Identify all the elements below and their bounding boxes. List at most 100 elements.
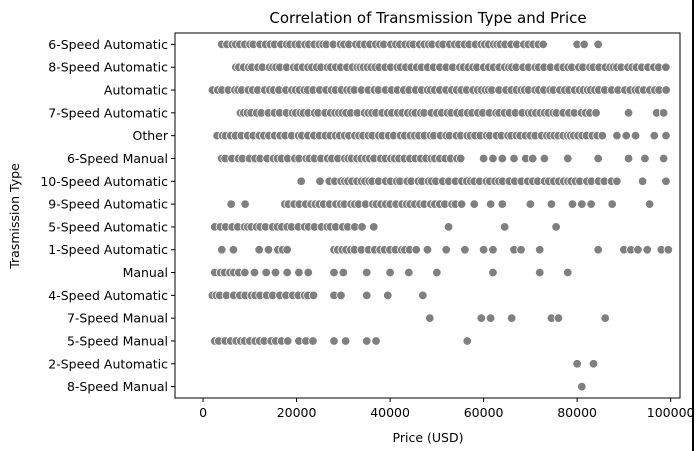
data-point [282, 267, 292, 278]
data-point [506, 313, 517, 323]
data-point [362, 267, 372, 278]
plot-frame [174, 32, 681, 399]
data-point [661, 176, 671, 186]
data-point [661, 85, 671, 95]
data-point [551, 222, 561, 232]
data-point [478, 245, 489, 255]
data-point [644, 199, 655, 209]
data-point [528, 153, 538, 164]
data-point [535, 245, 545, 255]
data-point [538, 39, 548, 50]
data-point [308, 336, 318, 346]
data-point [649, 130, 659, 141]
data-point [308, 290, 319, 301]
data-point [270, 267, 281, 278]
points-layer [207, 39, 674, 392]
data-point [456, 199, 467, 209]
data-point [633, 245, 643, 255]
data-point [478, 153, 489, 164]
y-tick-label: 7-Speed Manual [67, 311, 168, 326]
x-axis-title: Price (USD) [393, 430, 464, 445]
data-point [658, 153, 669, 164]
data-point [623, 108, 634, 118]
data-point [488, 153, 498, 164]
data-point [593, 39, 603, 50]
data-point [249, 267, 260, 278]
data-point [282, 245, 292, 255]
data-point [539, 153, 550, 164]
data-point [329, 336, 339, 346]
data-point [432, 267, 442, 278]
data-point [593, 153, 603, 164]
x-tick-label: 60000 [464, 405, 504, 420]
y-tick-label: 5-Speed Automatic [48, 219, 168, 234]
data-point [296, 176, 306, 186]
data-point [283, 336, 293, 346]
data-point [642, 245, 652, 255]
data-point [371, 336, 381, 346]
data-point [588, 359, 599, 369]
data-point [535, 267, 545, 278]
data-point [593, 245, 603, 255]
x-tick-label: 40000 [370, 405, 410, 420]
data-point [612, 176, 622, 186]
y-tick-label: 7-Speed Automatic [48, 105, 168, 120]
data-point [240, 199, 250, 209]
y-tick-label: 6-Speed Manual [67, 151, 168, 166]
data-point [362, 290, 372, 301]
data-point [443, 222, 454, 232]
window-edge [692, 0, 694, 451]
data-point [336, 290, 346, 301]
data-point [640, 153, 650, 164]
data-point [637, 176, 648, 186]
data-point [497, 153, 508, 164]
data-point [563, 267, 573, 278]
data-point [663, 245, 674, 255]
data-point [411, 245, 421, 255]
data-point [516, 245, 526, 255]
data-point [612, 130, 622, 141]
data-point [460, 245, 470, 255]
data-point [525, 199, 536, 209]
data-point [591, 108, 601, 118]
y-tick-label: Manual [123, 265, 168, 280]
x-tick-label: 80000 [557, 405, 597, 420]
data-point [294, 267, 304, 278]
data-point [422, 245, 433, 255]
data-point [658, 108, 669, 118]
data-point [567, 199, 578, 209]
data-point [217, 245, 227, 255]
y-tick-label: 1-Speed Automatic [48, 242, 168, 257]
data-point [369, 222, 379, 232]
data-point [476, 313, 486, 323]
data-point [586, 199, 596, 209]
data-point [563, 153, 573, 164]
y-tick-label: 8-Speed Automatic [48, 60, 168, 75]
data-point [630, 130, 641, 141]
data-point [553, 313, 564, 323]
data-point [338, 267, 349, 278]
y-tick-label: Automatic [104, 83, 168, 98]
data-point [469, 199, 479, 209]
y-tick-label: 9-Speed Automatic [48, 197, 168, 212]
data-point [572, 359, 582, 369]
data-point [488, 245, 498, 255]
data-point [456, 153, 466, 164]
y-tick-label: 6-Speed Automatic [48, 37, 168, 52]
y-tick-label: Other [133, 128, 169, 143]
data-point [340, 336, 351, 346]
data-point [621, 130, 631, 141]
y-tick-label: 10-Speed Automatic [40, 174, 168, 189]
data-point [228, 245, 239, 255]
data-point [623, 153, 634, 164]
data-point [597, 130, 608, 141]
data-point [425, 313, 435, 323]
data-point [240, 267, 250, 278]
plot-area: 6-Speed Automatic 8-Speed Automatic Automa… [40, 32, 695, 420]
data-point [485, 199, 496, 209]
data-point [362, 336, 372, 346]
data-point [546, 199, 557, 209]
y-tick-label: 2-Speed Automatic [48, 356, 168, 371]
data-point [404, 267, 414, 278]
